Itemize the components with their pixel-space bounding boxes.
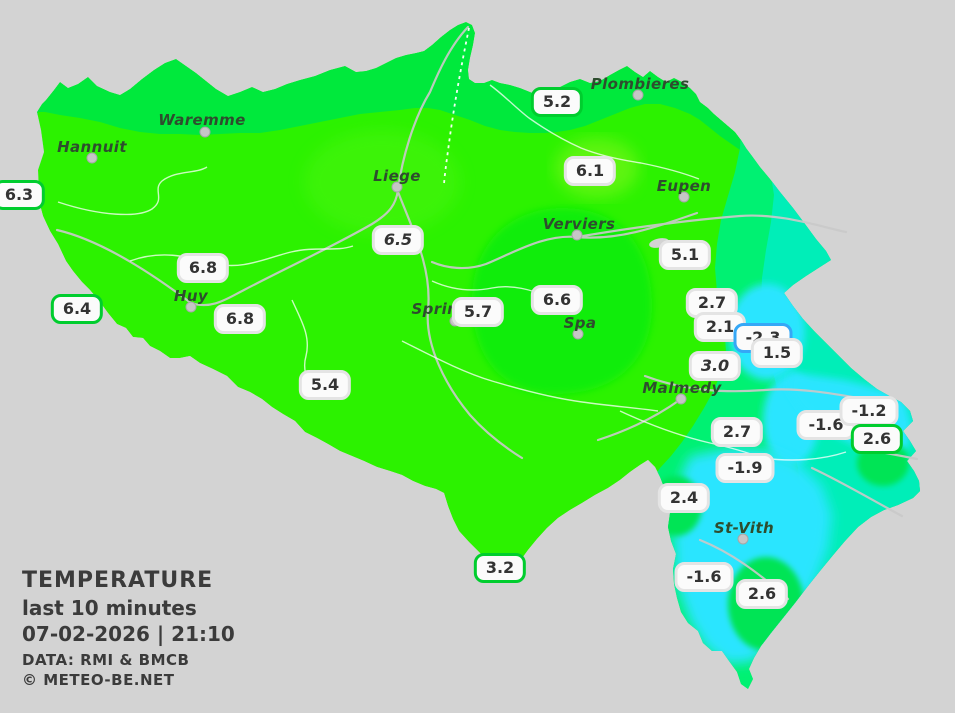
temperature-label[interactable]: 6.8 <box>213 304 267 334</box>
temperature-label[interactable]: 5.7 <box>451 297 505 327</box>
temperature-label[interactable]: 5.2 <box>530 87 584 117</box>
city-label-verviers: Verviers <box>542 215 616 233</box>
city-dot-st-vith <box>737 533 749 545</box>
region-liege-warm <box>304 130 460 234</box>
city-label-huy: Huy <box>173 287 209 305</box>
temperature-label[interactable]: 5.1 <box>658 240 712 270</box>
river-stvith-2 <box>810 466 904 518</box>
map-title: TEMPERATURE <box>22 568 214 593</box>
city-label-liege: Liege <box>373 167 421 185</box>
city-dot-hannuit <box>86 152 98 164</box>
temperature-label[interactable]: -1.6 <box>674 562 734 592</box>
temperature-label[interactable]: 6.8 <box>176 253 230 283</box>
temperature-label[interactable]: 2.7 <box>710 417 764 447</box>
river-vesdre <box>430 211 699 270</box>
city-label-spa: Spa <box>563 314 597 332</box>
temperature-label[interactable]: 3.0 <box>688 351 742 381</box>
municipal-borders <box>57 84 847 461</box>
river-meuse <box>55 25 470 307</box>
temperature-label[interactable]: 3.2 <box>473 553 527 583</box>
river-weser-east <box>575 214 848 239</box>
map-datetime: 07-02-2026 | 21:10 <box>22 622 235 646</box>
temperature-label[interactable]: 1.5 <box>750 338 804 368</box>
temperature-label[interactable]: 2.1 <box>693 312 747 342</box>
temperature-label[interactable]: 6.4 <box>50 294 104 324</box>
city-dot-huy <box>185 301 197 313</box>
city-label-malmedy: Malmedy <box>642 379 722 397</box>
temperature-label[interactable]: 6.1 <box>563 156 617 186</box>
city-label-eupen: Eupen <box>656 177 712 195</box>
temperature-label[interactable]: 2.4 <box>657 483 711 513</box>
region-north-band <box>37 22 746 170</box>
city-dot-waremme <box>199 126 211 138</box>
city-dot-eupen <box>678 191 690 203</box>
copyright: © METEO-BE.NET <box>22 671 175 689</box>
city-label-hannuit: Hannuit <box>57 138 127 156</box>
city-dot-verviers <box>571 229 583 241</box>
temperature-label[interactable]: 6.6 <box>530 285 584 315</box>
temperature-label[interactable]: 6.5 <box>371 225 425 255</box>
temperature-label[interactable]: 6.3 <box>0 180 46 210</box>
city-label-plombieres: Plombieres <box>590 75 690 93</box>
city-label-waremme: Waremme <box>158 111 246 129</box>
temperature-label[interactable]: 5.4 <box>298 370 352 400</box>
city-dot-plombieres <box>632 89 644 101</box>
temperature-label[interactable]: 2.6 <box>850 424 904 454</box>
temperature-label[interactable]: 2.6 <box>735 579 789 609</box>
map-subtitle: last 10 minutes <box>22 596 197 620</box>
data-source: DATA: RMI & BMCB <box>22 651 190 669</box>
city-dot-liege <box>391 181 403 193</box>
temperature-label[interactable]: -1.9 <box>715 453 775 483</box>
city-label-st-vith: St-Vith <box>713 519 775 537</box>
city-dot-spa <box>572 328 584 340</box>
river-ambleve <box>643 374 878 403</box>
city-dot-malmedy <box>675 393 687 405</box>
temperature-label[interactable]: -1.2 <box>839 396 899 426</box>
river-ambleve-branch <box>596 397 683 442</box>
